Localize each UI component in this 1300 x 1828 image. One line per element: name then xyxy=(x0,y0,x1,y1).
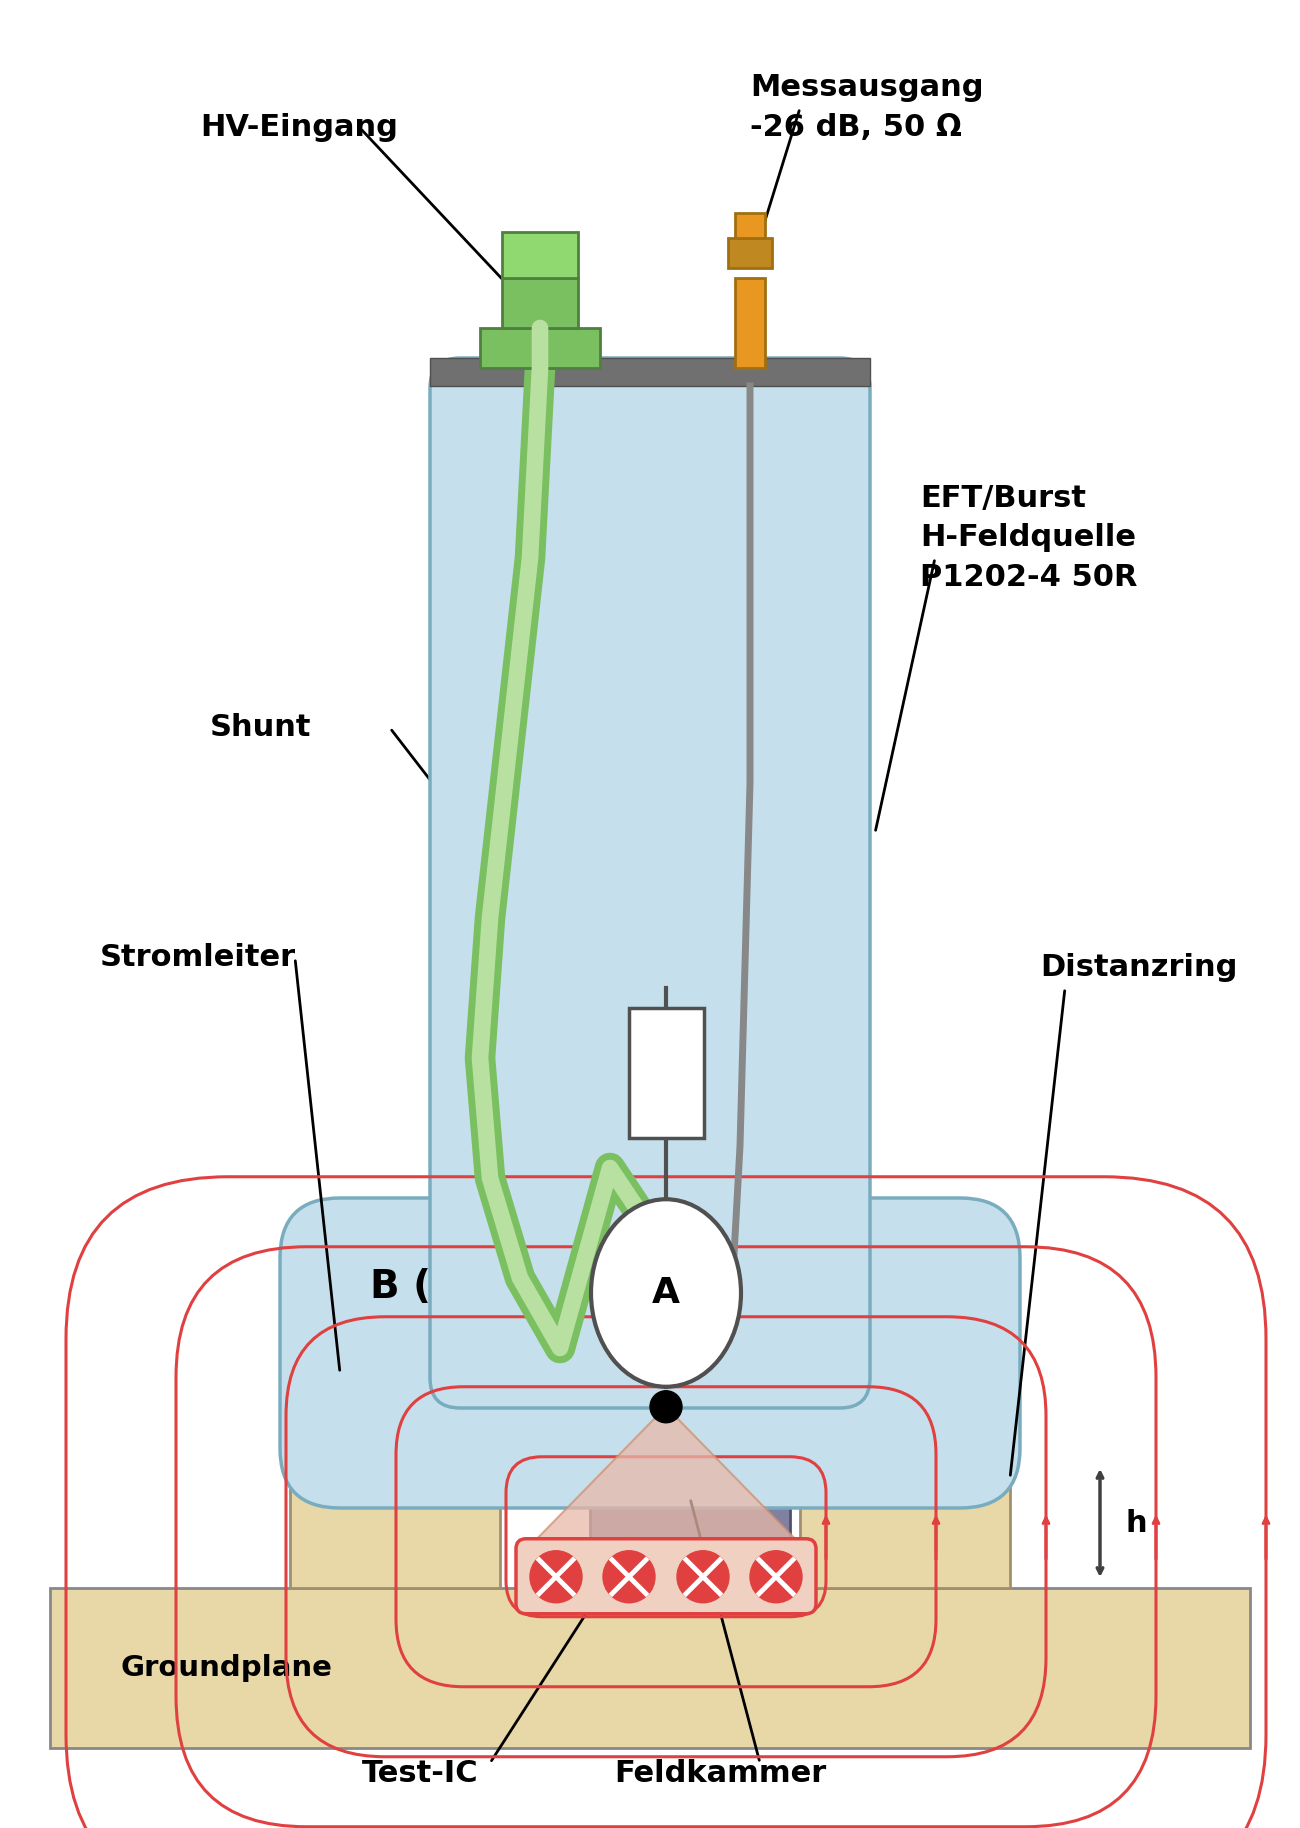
Text: EFT/Burst: EFT/Burst xyxy=(920,483,1086,512)
Text: Messausgang: Messausgang xyxy=(750,73,984,102)
Text: Distanzring: Distanzring xyxy=(1040,954,1238,982)
Bar xyxy=(734,278,764,367)
Bar xyxy=(734,214,764,238)
Text: B (t): B (t) xyxy=(370,1269,468,1305)
Circle shape xyxy=(530,1550,582,1603)
Bar xyxy=(290,1459,500,1589)
Circle shape xyxy=(650,1391,682,1422)
Bar xyxy=(590,1497,790,1589)
Text: HV-Eingang: HV-Eingang xyxy=(200,113,398,143)
Bar xyxy=(502,232,578,278)
Text: -26 dB, 50 Ω: -26 dB, 50 Ω xyxy=(750,113,962,143)
Text: Stromleiter: Stromleiter xyxy=(100,943,296,972)
Bar xyxy=(502,278,578,327)
Text: Test-IC: Test-IC xyxy=(361,1759,478,1788)
Text: h: h xyxy=(1124,1508,1147,1537)
Text: A: A xyxy=(653,1276,680,1311)
Polygon shape xyxy=(536,1408,796,1539)
Circle shape xyxy=(677,1550,729,1603)
Ellipse shape xyxy=(592,1199,741,1387)
FancyBboxPatch shape xyxy=(280,1197,1021,1508)
Bar xyxy=(800,1459,1010,1589)
Circle shape xyxy=(603,1550,655,1603)
FancyBboxPatch shape xyxy=(516,1539,816,1614)
Bar xyxy=(430,358,870,386)
Text: Shunt: Shunt xyxy=(211,713,312,742)
Bar xyxy=(49,1589,1251,1748)
Bar xyxy=(480,327,601,367)
Bar xyxy=(629,1007,705,1139)
Bar xyxy=(728,238,772,269)
FancyBboxPatch shape xyxy=(430,358,870,1408)
Text: Groundplane: Groundplane xyxy=(120,1654,332,1682)
Text: P1202-4 50R: P1202-4 50R xyxy=(920,563,1138,592)
Text: H-Feldquelle: H-Feldquelle xyxy=(920,523,1136,552)
Text: 50 Ω: 50 Ω xyxy=(567,1064,619,1082)
Text: Feldkammer: Feldkammer xyxy=(614,1759,826,1788)
Circle shape xyxy=(750,1550,802,1603)
